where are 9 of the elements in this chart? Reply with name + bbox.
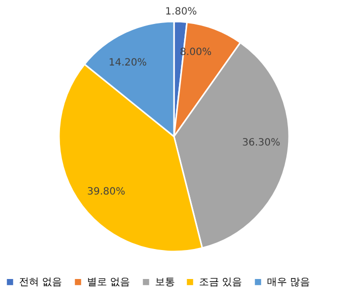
legend-label: 전혀 없음 bbox=[19, 277, 62, 288]
legend-label: 보통 bbox=[155, 277, 175, 288]
data-label: 36.30% bbox=[242, 138, 280, 149]
data-label: 1.80% bbox=[165, 6, 197, 18]
legend-label: 조금 있음 bbox=[199, 277, 242, 288]
legend-label: 별로 없음 bbox=[87, 277, 130, 288]
data-label: 39.80% bbox=[87, 186, 126, 198]
data-label: 14.20% bbox=[108, 57, 147, 68]
legend-label: 매우 많음 bbox=[267, 277, 310, 288]
